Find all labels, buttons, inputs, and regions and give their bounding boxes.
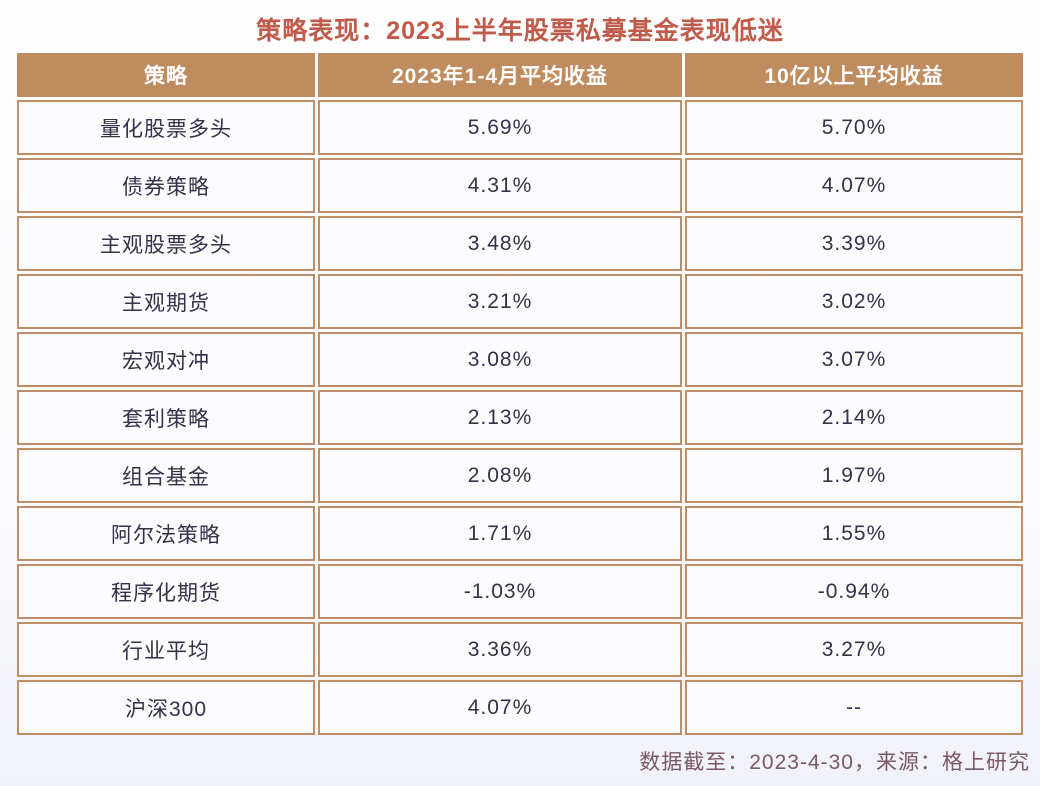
return-value-cell: -1.03% [318, 564, 682, 619]
table-row: 宏观对冲 3.08% 3.07% [17, 332, 1023, 387]
source-note: 数据截至：2023-4-30，来源：格上研究 [639, 751, 1030, 774]
table-row: 量化股票多头 5.69% 5.70% [17, 100, 1023, 155]
strategy-name-cell: 程序化期货 [17, 564, 315, 619]
strategy-name-cell: 阿尔法策略 [17, 506, 315, 561]
table-header-row: 策略 2023年1-4月平均收益 10亿以上平均收益 [17, 53, 1023, 97]
table-row: 主观股票多头 3.48% 3.39% [17, 216, 1023, 271]
return-value-cell: 3.27% [685, 622, 1023, 677]
strategy-name-cell: 债券策略 [17, 158, 315, 213]
column-header-0: 策略 [17, 53, 315, 97]
column-header-2: 10亿以上平均收益 [685, 53, 1023, 97]
strategy-name-cell: 主观股票多头 [17, 216, 315, 271]
column-header-1: 2023年1-4月平均收益 [318, 53, 682, 97]
return-value-cell: 3.08% [318, 332, 682, 387]
return-value-cell: 1.97% [685, 448, 1023, 503]
return-value-cell: 2.08% [318, 448, 682, 503]
strategy-name-cell: 沪深300 [17, 680, 315, 735]
return-value-cell: 3.39% [685, 216, 1023, 271]
return-value-cell: -- [685, 680, 1023, 735]
return-value-cell: -0.94% [685, 564, 1023, 619]
return-value-cell: 3.07% [685, 332, 1023, 387]
table-row: 沪深300 4.07% -- [17, 680, 1023, 735]
return-value-cell: 4.07% [685, 158, 1023, 213]
strategy-name-cell: 主观期货 [17, 274, 315, 329]
return-value-cell: 3.36% [318, 622, 682, 677]
strategy-name-cell: 行业平均 [17, 622, 315, 677]
return-value-cell: 4.07% [318, 680, 682, 735]
return-value-cell: 2.14% [685, 390, 1023, 445]
table-row: 阿尔法策略 1.71% 1.55% [17, 506, 1023, 561]
return-value-cell: 3.48% [318, 216, 682, 271]
strategy-name-cell: 组合基金 [17, 448, 315, 503]
table-row: 债券策略 4.31% 4.07% [17, 158, 1023, 213]
table-row: 程序化期货 -1.03% -0.94% [17, 564, 1023, 619]
strategy-name-cell: 宏观对冲 [17, 332, 315, 387]
return-value-cell: 3.02% [685, 274, 1023, 329]
return-value-cell: 4.31% [318, 158, 682, 213]
strategy-performance-table: 策略 2023年1-4月平均收益 10亿以上平均收益 量化股票多头 5.69% 5.70… [14, 50, 1026, 738]
table-row: 套利策略 2.13% 2.14% [17, 390, 1023, 445]
strategy-name-cell: 量化股票多头 [17, 100, 315, 155]
return-value-cell: 5.69% [318, 100, 682, 155]
figure-title: 策略表现：2023上半年股票私募基金表现低迷 [256, 17, 784, 45]
table-row: 主观期货 3.21% 3.02% [17, 274, 1023, 329]
return-value-cell: 5.70% [685, 100, 1023, 155]
strategy-name-cell: 套利策略 [17, 390, 315, 445]
return-value-cell: 1.55% [685, 506, 1023, 561]
return-value-cell: 1.71% [318, 506, 682, 561]
return-value-cell: 3.21% [318, 274, 682, 329]
table-body: 量化股票多头 5.69% 5.70% 债券策略 4.31% 4.07% 主观股票多头 3.48… [17, 100, 1023, 735]
return-value-cell: 2.13% [318, 390, 682, 445]
table-row: 组合基金 2.08% 1.97% [17, 448, 1023, 503]
table-row: 行业平均 3.36% 3.27% [17, 622, 1023, 677]
